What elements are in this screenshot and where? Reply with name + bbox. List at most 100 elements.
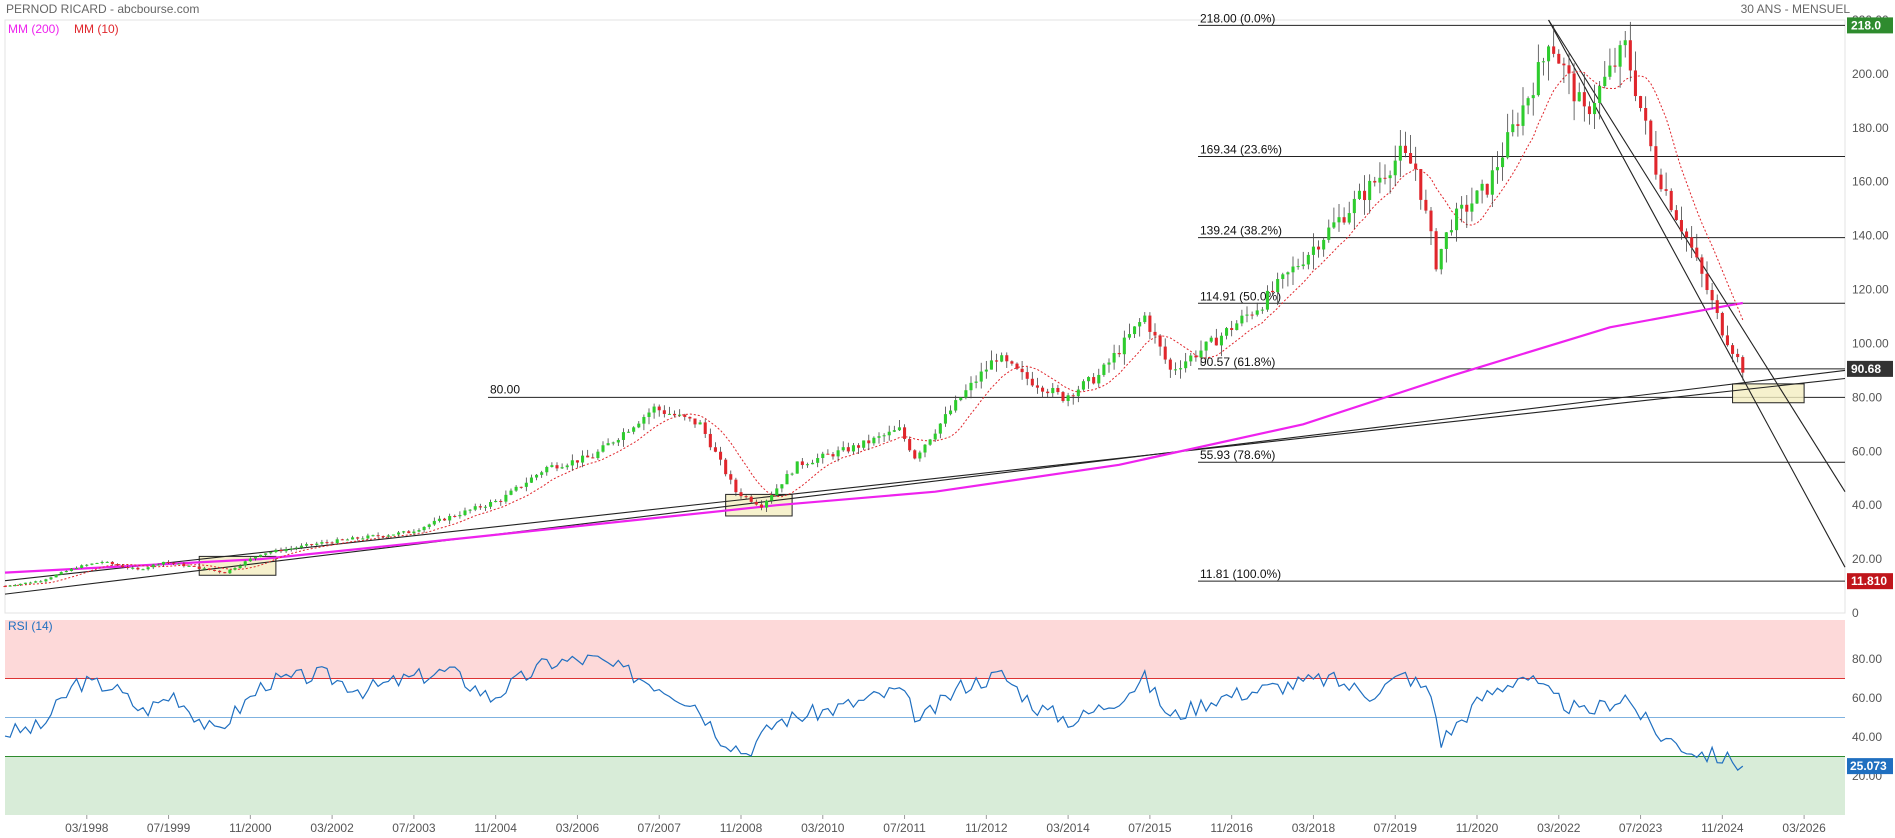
fib-level-label: 90.57 (61.8%) [1200,355,1275,369]
candle-body [1521,105,1525,126]
candle-body [862,440,866,448]
candle-body [85,564,89,566]
candle-body [289,548,293,550]
x-tick-label: 07/2011 [883,821,926,835]
x-tick-label: 03/1998 [65,821,109,835]
fib-low-tag: 11.810 [1851,574,1887,588]
candle-body [1296,266,1300,268]
candle-body [1153,331,1157,336]
candle-body [1475,190,1479,204]
candle-body [110,561,114,565]
candle-body [1363,190,1367,201]
candle-body [1373,180,1377,183]
candle-body [785,474,789,485]
candle-body [1051,387,1055,394]
candle-body [1674,210,1678,221]
candle-body [1449,230,1453,233]
candle-body [448,515,452,521]
rsi-y-tick-label: 80.00 [1852,652,1882,666]
candle-body [437,518,441,521]
candle-body [642,417,646,424]
candle-body [494,500,498,503]
candle-body [1184,361,1188,369]
rsi-oversold-zone [5,756,1845,815]
fib-high-tag-bg [1847,17,1893,34]
price-y-tick-label: 160.00 [1852,175,1889,189]
candle-body [673,413,677,416]
candle-body [1490,170,1494,195]
candle-body [524,482,528,487]
candle-body [330,542,334,544]
candle-body [202,568,206,570]
candle-body [550,465,554,467]
candle-body [335,539,339,544]
candle-body [1572,73,1576,102]
candle-body [1628,40,1632,71]
candle-body [790,473,794,475]
candle-body [1562,63,1566,66]
candle-body [1020,368,1024,373]
candle-body [1424,199,1428,211]
candle-body [565,465,569,468]
candle-body [69,568,73,571]
candle-body [151,564,155,568]
candle-body [688,416,692,419]
candle-body [555,465,559,469]
candle-body [54,574,58,578]
candle-body [1092,377,1096,384]
candle-body [1731,345,1735,354]
candle-body [366,535,370,539]
candle-body [1470,203,1474,212]
candle-body [345,539,349,541]
candle-body [64,570,68,573]
last-price-tag: 90.68 [1851,362,1881,376]
candle-body [519,486,523,488]
candle-body [1087,377,1091,382]
candle-body [146,567,150,570]
x-tick-label: 07/1999 [147,821,191,835]
candle-body [1327,227,1331,240]
last-price-tag-bg [1847,360,1893,377]
x-tick-label: 07/2019 [1374,821,1418,835]
candle-body [1618,45,1622,67]
candle-body [535,474,539,478]
chart-title: PERNOD RICARD - abcbourse.com [6,2,200,16]
candle-body [1133,326,1137,335]
candle-body [23,582,27,584]
candle-body [887,431,891,436]
price-y-tick-label: 140.00 [1852,229,1889,243]
candle-body [371,535,375,537]
x-tick-label: 03/2018 [1292,821,1336,835]
candle-body [1598,86,1602,104]
candle-body [1342,217,1346,223]
price-y-tick-label: 120.00 [1852,283,1889,297]
candle-body [284,549,288,552]
candle-body [867,440,871,444]
candle-body [872,437,876,444]
candle-body [1117,352,1121,355]
candle-body [269,552,273,554]
candle-body [795,461,799,474]
candle-body [223,572,227,574]
candle-body [458,515,462,517]
candle-body [1690,237,1694,248]
candle-body [964,390,968,398]
candle-body [1102,364,1106,375]
candle-body [432,520,436,525]
candle-body [611,442,615,444]
candle-body [1460,204,1464,209]
candle-body [29,582,33,584]
candle-body [299,545,303,548]
chart-period[interactable]: 30 ANS - MENSUEL [1740,2,1850,16]
price-tags: 218.0 90.68 11.810 [1847,17,1893,590]
x-tick-label: 07/2007 [638,821,682,835]
fib-level-label: 218.00 (0.0%) [1200,11,1275,25]
candle-body [979,371,983,382]
candle-body [1076,389,1080,397]
candle-body [1127,334,1131,338]
candle-body [1138,322,1142,327]
candle-body [1552,46,1556,54]
candle-body [427,524,431,527]
fib-level-label: 169.34 (23.6%) [1200,143,1282,157]
